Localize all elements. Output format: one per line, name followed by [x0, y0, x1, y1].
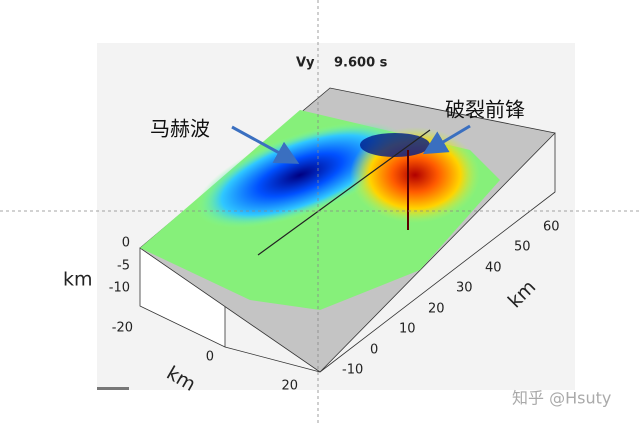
arrow: [422, 124, 471, 155]
y-tick-label: 40: [485, 261, 502, 276]
y-tick-label: 10: [399, 322, 416, 337]
x-tick-label: 0: [206, 350, 214, 365]
z-tick-label: -10: [109, 281, 130, 296]
z-axis-label: km: [63, 269, 93, 291]
x-tick-label: 20: [281, 379, 298, 394]
wave-peak: [360, 133, 430, 157]
scrollbar: [97, 387, 129, 390]
title: Vy: [296, 56, 315, 71]
y-tick-label: 20: [428, 302, 445, 317]
arrow: [231, 125, 300, 164]
y-tick-label: 0: [370, 343, 378, 358]
fault-line: [257, 129, 431, 256]
y-tick-label: 50: [514, 240, 531, 255]
time: 9.600 s: [334, 56, 388, 71]
box-edge: [224, 346, 321, 373]
box-edge: [319, 133, 556, 373]
z-tick-label: -5: [117, 259, 130, 274]
watermark: 知乎 @Hsuty: [512, 389, 611, 408]
y-tick-label: -10: [342, 363, 363, 378]
z-tick-label: 0: [122, 236, 130, 251]
y-tick-label: 30: [456, 281, 473, 296]
annotation: 马赫波: [150, 117, 210, 141]
wave-negative: [195, 121, 405, 229]
y-tick-label: 60: [543, 220, 560, 235]
annotation: 破裂前锋: [445, 98, 525, 122]
x-tick-label: -20: [112, 321, 133, 336]
